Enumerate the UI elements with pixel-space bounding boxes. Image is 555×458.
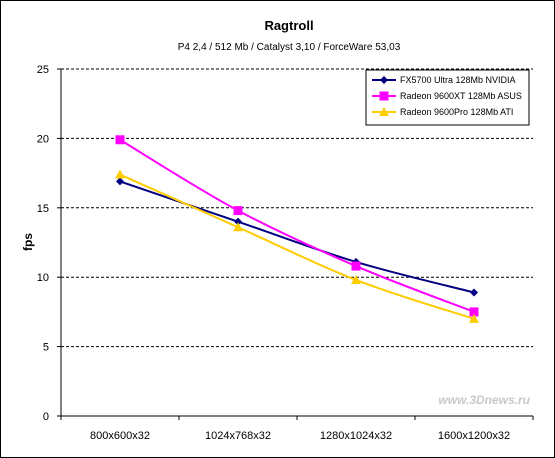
data-point-series-3 — [115, 169, 125, 179]
y-tick-label: 20 — [37, 133, 49, 145]
x-tick-label: 1280x1024x32 — [320, 430, 392, 442]
legend-marker-2 — [379, 91, 389, 101]
data-point-series-3 — [351, 274, 361, 284]
y-tick-label: 0 — [43, 411, 49, 423]
legend-label-2: Radeon 9600XT 128Mb ASUS — [400, 91, 522, 101]
data-point-series-2 — [469, 307, 479, 317]
legend-marker-3 — [379, 107, 389, 116]
y-tick-label: 15 — [37, 203, 49, 215]
data-point-series-2 — [233, 206, 243, 216]
y-axis-label: fps — [21, 233, 35, 251]
x-tick-label: 1024x768x32 — [205, 430, 271, 442]
y-tick-label: 5 — [43, 342, 49, 354]
legend-label-1: FX5700 Ultra 128Mb NVIDIA — [400, 75, 516, 85]
y-tick-label: 25 — [37, 64, 49, 76]
data-point-series-3 — [469, 313, 479, 323]
y-tick-label: 10 — [37, 272, 49, 284]
legend: FX5700 Ultra 128Mb NVIDIA Radeon 9600XT 1… — [365, 69, 530, 126]
data-point-series-2 — [351, 261, 361, 271]
x-tick-label: 1600x1200x32 — [438, 430, 510, 442]
series-group — [115, 135, 479, 323]
data-point-series-1 — [234, 217, 242, 226]
watermark-text: www.3Dnews.ru — [438, 393, 530, 407]
data-point-series-1 — [470, 288, 478, 297]
x-tick-label: 800x600x32 — [90, 430, 150, 442]
data-point-series-2 — [115, 135, 125, 145]
data-point-series-1 — [116, 177, 124, 186]
legend-label-3: Radeon 9600Pro 128Mb ATI — [400, 107, 513, 117]
series-line-3 — [119, 173, 475, 320]
data-point-series-3 — [233, 222, 243, 232]
series-line-1 — [119, 180, 475, 294]
gridlines — [61, 68, 533, 348]
x-ticks: 800x600x32 1024x768x32 1280x1024x32 1600x12… — [60, 416, 534, 442]
chart-title: Ragtroll — [264, 18, 313, 33]
y-ticks: 0 5 10 15 20 25 — [37, 64, 61, 423]
series-line-2 — [119, 138, 475, 313]
chart-subtitle: P4 2,4 / 512 Mb / Catalyst 3,10 / ForceW… — [178, 42, 401, 53]
legend-marker-1 — [380, 76, 388, 84]
